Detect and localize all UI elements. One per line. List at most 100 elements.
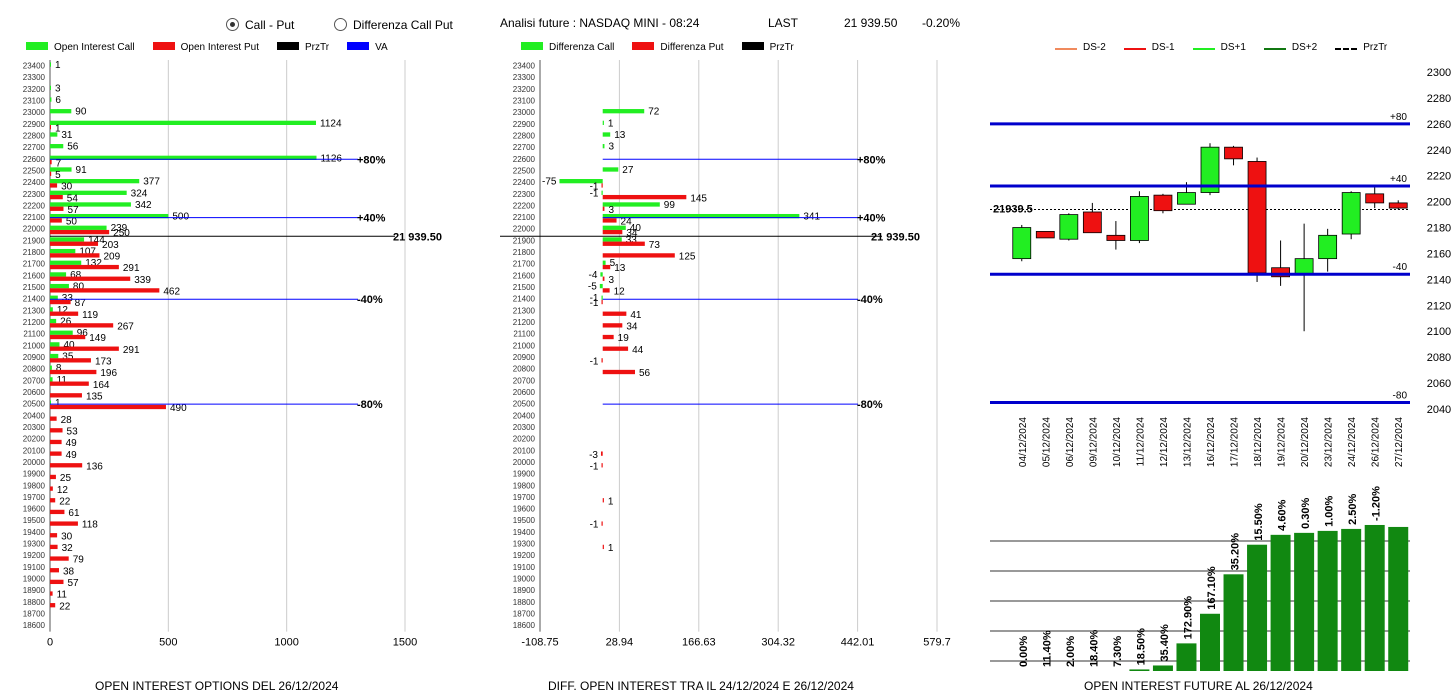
strike-tick-label: 20600 (23, 388, 46, 397)
y-tick-label: 23000 (1427, 67, 1451, 79)
put-bar-label: 164 (93, 380, 110, 391)
put-bar-label: 28 (61, 415, 73, 426)
call-bar-label: 342 (135, 200, 152, 211)
candle-body (1388, 202, 1408, 209)
future-candlestick-chart: 23000 22800 22600 22400 22200 22000 21800 21600… (990, 67, 1451, 467)
call-bar (50, 330, 73, 335)
future-oi-bar (1270, 534, 1291, 671)
diff-put-bar (602, 544, 604, 550)
diff-put-bar (601, 358, 603, 363)
put-bar-label: 5 (55, 170, 61, 181)
legend-item-va: VA (347, 42, 388, 53)
future-oi-pct-label: 167.10% (1206, 566, 1218, 610)
diff-call-label: 33 (626, 235, 638, 246)
strike-tick-label: 19200 (513, 551, 536, 560)
diff-put-bar (602, 218, 617, 223)
diff-call-label: 27 (622, 165, 634, 176)
y-tick-label: 22400 (1427, 145, 1451, 157)
diff-call-bar (602, 202, 660, 207)
diff-put-bar (601, 183, 603, 188)
put-bar-label: 61 (68, 508, 80, 519)
put-bar (50, 369, 97, 375)
call-bar (50, 202, 131, 207)
diff-call-label: 13 (614, 130, 626, 141)
put-bar (50, 521, 78, 526)
put-bar (50, 323, 114, 328)
strike-tick-label: 22700 (23, 143, 46, 152)
last-label: LAST (768, 16, 799, 30)
diff-put-bar (602, 206, 605, 211)
put-bar-label: 267 (117, 322, 134, 333)
legend-diff: Differenza Call Differenza Put PrzTr (521, 42, 794, 53)
diff-put-label: 3 (608, 205, 614, 216)
candle-body (1153, 194, 1173, 212)
strike-tick-label: 23300 (513, 73, 536, 82)
diff-call-label: -1 (590, 293, 599, 304)
call-bar (50, 353, 59, 359)
strike-tick-label: 22600 (23, 155, 46, 164)
put-bar (50, 579, 64, 585)
put-bar-label: 339 (134, 275, 151, 286)
diff-call-label: 72 (648, 107, 660, 118)
future-oi-bar (1152, 665, 1173, 671)
call-bar (50, 97, 52, 102)
oi-panel-title: OPEN INTEREST OPTIONS DEL 26/12/2024 (95, 679, 339, 693)
put-bar-label: 118 (82, 520, 98, 531)
strike-tick-label: 21600 (513, 271, 536, 280)
va-level-label: -80 (1393, 391, 1408, 402)
legend-item-call: Open Interest Call (26, 42, 135, 53)
call-bar (50, 144, 64, 149)
strike-tick-label: 19000 (513, 575, 536, 584)
diff-call-bar (602, 109, 645, 114)
legend-oi: Open Interest Call Open Interest Put Prz… (26, 42, 388, 53)
diff-put-bar (600, 451, 603, 456)
call-bar-label: 1124 (320, 118, 342, 129)
put-bar-label: 291 (123, 263, 140, 274)
call-bar (50, 85, 51, 91)
diff-call-label: 3 (608, 142, 614, 153)
future-oi-pct-label: 0.00% (1018, 636, 1030, 667)
put-bar-label: 22 (59, 496, 71, 507)
put-bar (50, 276, 131, 281)
put-bar-label: 12 (57, 485, 69, 496)
put-bar (50, 346, 119, 351)
put-bar (50, 358, 91, 363)
strike-tick-label: 19300 (23, 540, 46, 549)
future-oi-bar (1388, 526, 1409, 671)
strike-tick-label: 19500 (513, 516, 536, 525)
strike-tick-label: 19400 (513, 528, 536, 537)
candle-body (1341, 192, 1361, 235)
future-oi-pct-label: 172.90% (1182, 596, 1194, 640)
future-oi-pct-label: 35.40% (1159, 624, 1171, 662)
strike-tick-label: 19400 (23, 528, 46, 537)
strike-tick-label: 22000 (23, 225, 46, 234)
call-bar-label: 40 (63, 340, 75, 351)
va-level-label: -40 (1393, 262, 1408, 273)
put-bar (50, 509, 65, 515)
strike-tick-label: 20800 (513, 365, 536, 374)
strike-tick-label: 18600 (23, 621, 46, 630)
x-tick-label: -108.75 (521, 637, 558, 649)
legend-item-ds-2: DS-2 (1055, 42, 1106, 53)
strike-tick-label: 20900 (513, 353, 536, 362)
diff-put-label: 19 (618, 333, 630, 344)
strike-tick-label: 21500 (513, 283, 536, 292)
diff-put-bar (602, 323, 623, 328)
strike-tick-label: 19100 (513, 563, 536, 572)
strike-tick-label: 21000 (23, 341, 46, 350)
future-panel-title: OPEN INTEREST FUTURE AL 26/12/2024 (1084, 679, 1313, 693)
strike-tick-label: 19600 (513, 505, 536, 514)
diff-put-label: 24 (621, 217, 633, 228)
put-bar-label: 50 (66, 217, 78, 228)
radio-differenza[interactable]: Differenza Call Put (334, 18, 453, 32)
call-bar (50, 307, 53, 312)
call-bar-label: 377 (143, 177, 160, 188)
diff-call-bar (601, 295, 603, 300)
candle-body (1059, 214, 1079, 240)
radio-call-put[interactable]: Call - Put (226, 18, 294, 32)
put-bar (50, 253, 100, 258)
future-oi-bar (1223, 574, 1244, 671)
put-bar (50, 311, 79, 316)
call-bar (50, 132, 58, 137)
